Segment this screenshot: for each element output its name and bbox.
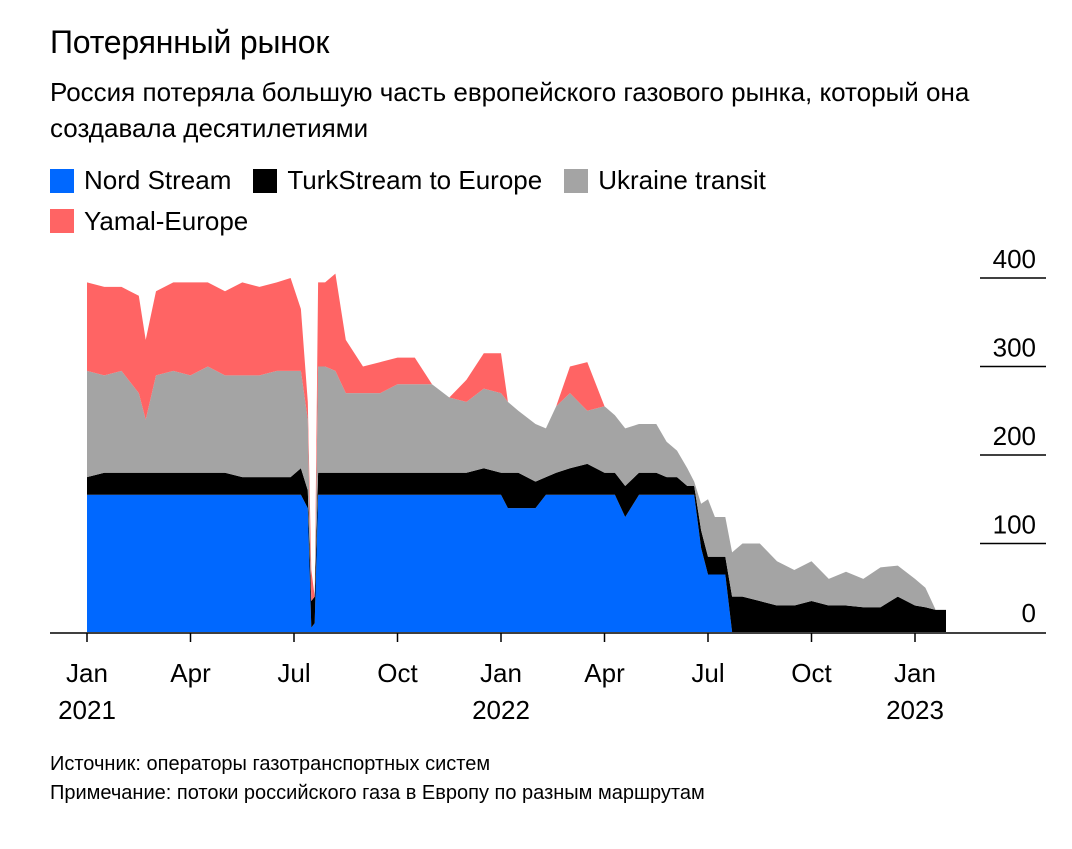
- x-tick-label: Oct: [377, 658, 418, 688]
- legend-item-yamal-europe: Yamal-Europe: [50, 203, 248, 240]
- source-note: Источник: операторы газотранспортных сис…: [50, 753, 491, 775]
- x-tick-label: Jul: [277, 658, 310, 688]
- y-tick-label: 400: [993, 244, 1036, 274]
- x-tick-label: Apr: [584, 658, 625, 688]
- footer: Источник: операторы газотранспортных сис…: [50, 750, 705, 808]
- legend-swatch: [253, 168, 278, 193]
- legend-label: Ukraine transit: [598, 165, 766, 195]
- legend-item-nord-stream: Nord Stream: [50, 162, 231, 199]
- y-tick-label: 0: [1022, 598, 1036, 628]
- x-tick-label: Jul: [691, 658, 724, 688]
- legend-label: Nord Stream: [84, 165, 232, 195]
- y-tick-label: 100: [993, 510, 1036, 540]
- legend-item-ukraine-transit: Ukraine transit: [564, 162, 766, 199]
- x-tick-year-label: 2022: [472, 695, 530, 725]
- area-ukraine-transit: [87, 366, 946, 610]
- legend-swatch: [50, 168, 74, 193]
- legend-item-turkstream-to-europe: TurkStream to Europe: [253, 162, 542, 199]
- x-tick-label: Apr: [170, 658, 211, 688]
- x-tick-label: Oct: [791, 658, 832, 688]
- x-tick-year-label: 2021: [58, 695, 116, 725]
- x-tick-label: Jan: [894, 658, 936, 688]
- y-tick-label: 300: [993, 333, 1036, 363]
- legend-label: TurkStream to Europe: [287, 165, 543, 195]
- series-areas: [87, 273, 946, 632]
- legend-label: Yamal-Europe: [84, 205, 249, 236]
- x-tick-label: Jan: [480, 658, 522, 688]
- area-yamal-europe: [87, 273, 946, 610]
- x-axis: Jan 2021 Apr Jul Oct Jan 2022 Apr Jul Oct Jan 2023: [50, 632, 1046, 725]
- legend-swatch: [564, 168, 589, 193]
- chart-title: Потерянный рынок: [50, 24, 330, 60]
- y-tick-label: 200: [993, 421, 1036, 451]
- y-axis: 0 100 200 300 400: [980, 244, 1046, 628]
- legend: Nord Stream TurkStream to Europe Ukraine t…: [50, 162, 950, 243]
- area-nord-stream: [87, 494, 946, 632]
- chart-subtitle: Россия потеряла большую часть европейско…: [50, 77, 970, 143]
- legend-swatch: [50, 209, 74, 233]
- x-tick-label: Jan: [66, 658, 108, 688]
- footnote: Примечание: потоки российского газа в Ев…: [50, 782, 705, 804]
- x-tick-year-label: 2023: [886, 695, 944, 725]
- area-turkstream-to-europe: [87, 463, 946, 632]
